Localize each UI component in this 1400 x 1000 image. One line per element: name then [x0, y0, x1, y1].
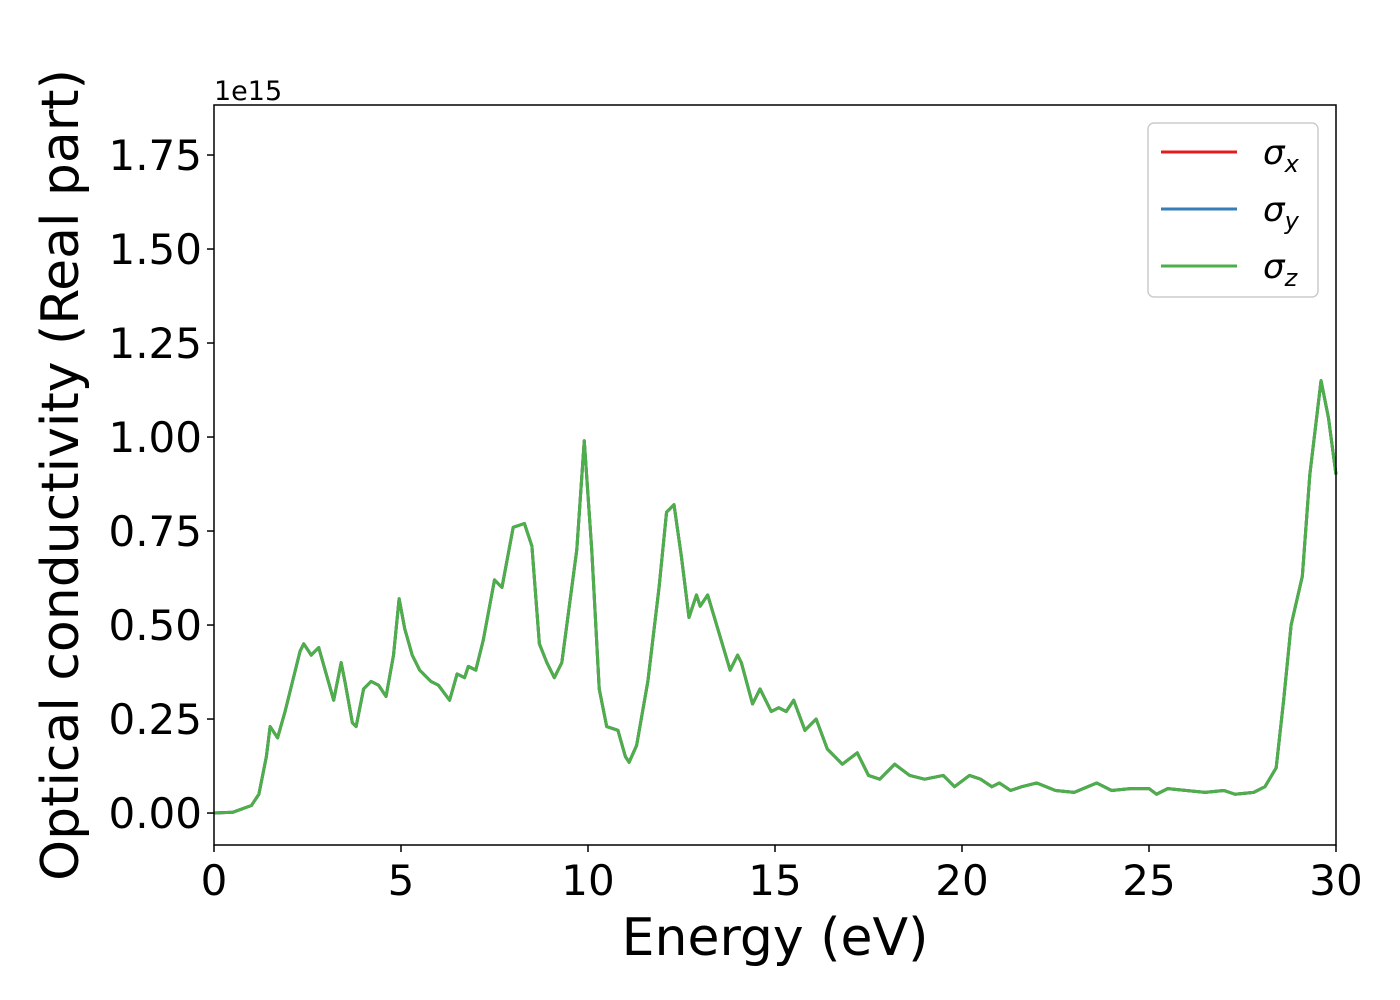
y-tick-label: 0.75	[108, 507, 202, 556]
x-tick-label: 0	[201, 856, 228, 905]
x-tick-label: 10	[561, 856, 614, 905]
y-tick-label: 1.50	[108, 225, 202, 274]
x-tick-label: 5	[388, 856, 415, 905]
series-line	[213, 379, 1338, 815]
x-tick-label: 25	[1122, 856, 1175, 905]
x-tick-label: 15	[748, 856, 801, 905]
y-axis-label: Optical conductivity (Real part)	[31, 69, 91, 881]
y-tick-label: 1.25	[108, 319, 202, 368]
y-tick-label: 0.50	[108, 601, 202, 650]
y-tick-label: 1.75	[108, 131, 202, 180]
offset-text: 1e15	[214, 76, 282, 107]
series-line	[213, 379, 1338, 815]
y-tick-label: 0.25	[108, 695, 202, 744]
x-tick-label: 20	[935, 856, 988, 905]
y-tick-label: 0.00	[108, 789, 202, 838]
series-line	[213, 379, 1338, 815]
legend-label: σy	[1263, 190, 1300, 235]
legend-label: σx	[1263, 133, 1300, 178]
x-tick-label: 30	[1309, 856, 1362, 905]
x-axis-label: Energy (eV)	[622, 908, 929, 968]
plot-frame	[213, 104, 1337, 846]
legend: σx σy σz	[1147, 122, 1319, 298]
legend-label: σz	[1263, 247, 1299, 292]
y-tick-label: 1.00	[108, 413, 202, 462]
